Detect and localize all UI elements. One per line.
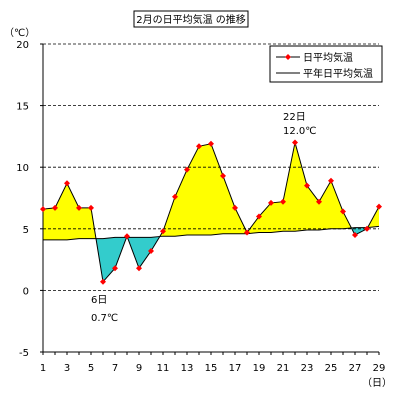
fill-below-normal — [139, 237, 151, 269]
x-tick-label: 23 — [301, 363, 314, 374]
data-point — [88, 204, 94, 211]
fill-above-normal — [283, 142, 295, 232]
fill-above-normal — [67, 183, 79, 240]
y-tick-label: 20 — [16, 40, 29, 51]
fill-above-normal — [223, 175, 235, 234]
x-tick-label: 15 — [205, 363, 218, 374]
data-point — [340, 208, 346, 215]
series-line-normal — [43, 225, 380, 241]
data-point — [64, 180, 70, 187]
x-tick-label: 11 — [157, 363, 170, 374]
data-point — [148, 247, 154, 254]
fill-above-normal — [331, 180, 343, 229]
data-point — [76, 204, 82, 211]
data-point — [208, 140, 214, 147]
annotation-max-day: 22日 — [283, 112, 306, 123]
legend-marker-daily — [285, 54, 291, 60]
x-axis-label: （日） — [362, 377, 392, 389]
y-tick-label: 0 — [23, 286, 29, 297]
data-point — [52, 204, 58, 211]
data-point — [100, 278, 106, 285]
fill-above-normal — [43, 207, 55, 240]
x-tick-label: 13 — [181, 363, 194, 374]
x-tick-label: 7 — [112, 363, 118, 374]
data-point — [352, 231, 358, 238]
data-point — [136, 265, 142, 272]
annotation-max-value: 12.0℃ — [283, 126, 317, 137]
data-point — [268, 199, 274, 206]
legend: 日平均気温 平年日平均気温 — [269, 45, 383, 83]
x-tick-label: 29 — [373, 363, 386, 374]
y-tick-label: -5 — [19, 348, 29, 359]
fill-above-normal — [271, 201, 283, 233]
x-tick-label: 1 — [40, 363, 46, 374]
legend-daily-label: 日平均気温 — [303, 51, 353, 64]
fill-above-normal — [187, 146, 199, 235]
data-point — [316, 198, 322, 205]
data-point — [112, 265, 118, 272]
fill-above-normal — [175, 169, 187, 237]
data-point — [292, 139, 298, 146]
y-tick-label: 15 — [16, 102, 29, 113]
y-tick-label: 10 — [16, 163, 29, 174]
x-tick-label: 25 — [325, 363, 338, 374]
data-point — [304, 182, 310, 189]
data-point — [364, 225, 370, 232]
legend-normal-label: 平年日平均気温 — [303, 67, 373, 80]
data-point — [256, 213, 262, 220]
data-point — [220, 172, 226, 179]
x-tick-label: 19 — [253, 363, 266, 374]
annotation-min-value: 0.7℃ — [91, 313, 118, 324]
x-tick-label: 9 — [136, 363, 142, 374]
fill-above-normal — [307, 185, 319, 231]
fill-above-normal — [211, 143, 223, 235]
data-point — [172, 193, 178, 200]
x-tick-label: 27 — [349, 363, 362, 374]
annotation-min-day: 6日 — [91, 295, 107, 306]
data-point — [160, 228, 166, 235]
data-point — [124, 233, 130, 240]
fill-above-normal — [259, 202, 271, 233]
fill-below-normal — [103, 237, 115, 282]
data-point — [376, 203, 382, 210]
data-point — [328, 177, 334, 184]
data-point — [196, 143, 202, 150]
x-tick-label: 3 — [64, 363, 70, 374]
data-point — [280, 198, 286, 205]
chart-title: 2月の日平均気温 の推移 — [136, 13, 246, 26]
data-point — [244, 229, 250, 236]
data-point — [40, 206, 46, 213]
x-tick-label: 5 — [88, 363, 94, 374]
data-point — [232, 204, 238, 211]
fill-above-normal — [295, 142, 307, 232]
fill-above-normal — [79, 207, 91, 239]
chart-title-box: 2月の日平均気温 の推移 — [133, 10, 249, 28]
fill-above-normal — [199, 143, 211, 235]
x-tick-label: 17 — [229, 363, 242, 374]
x-tick-label: 21 — [277, 363, 290, 374]
fill-above-normal — [55, 183, 67, 240]
y-tick-label: 5 — [23, 225, 29, 236]
data-point — [184, 166, 190, 173]
fill-above-normal — [319, 180, 331, 231]
y-axis-label: （℃） — [4, 27, 35, 39]
